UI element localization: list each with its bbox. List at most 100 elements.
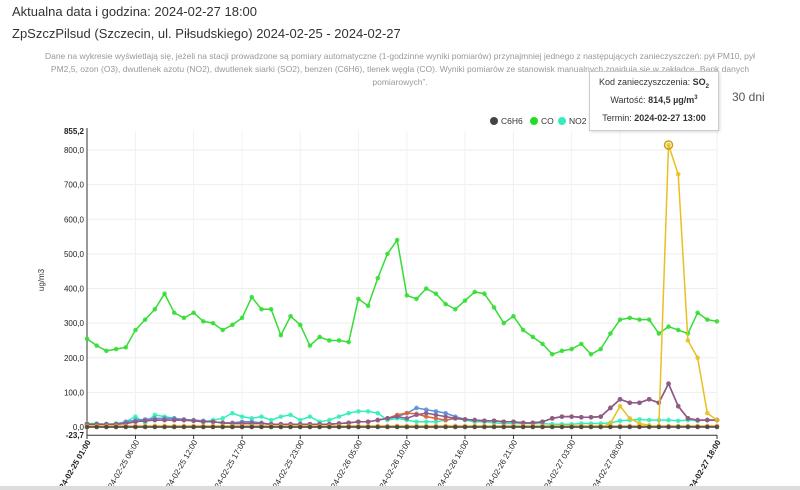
data-point[interactable]	[249, 416, 255, 421]
data-point[interactable]	[113, 346, 119, 352]
data-point[interactable]	[540, 341, 545, 347]
data-point[interactable]	[598, 346, 603, 352]
data-point[interactable]	[181, 315, 187, 321]
data-point[interactable]	[627, 416, 633, 421]
data-point[interactable]	[453, 424, 458, 430]
data-point[interactable]	[152, 417, 158, 423]
data-point[interactable]	[608, 331, 613, 336]
data-point[interactable]	[201, 319, 206, 324]
data-point[interactable]	[365, 303, 371, 309]
data-point[interactable]	[579, 341, 584, 347]
data-point[interactable]	[695, 355, 700, 361]
data-point[interactable]	[278, 424, 284, 430]
data-point[interactable]	[675, 171, 681, 177]
data-point[interactable]	[705, 317, 710, 322]
data-point[interactable]	[210, 419, 216, 425]
data-point[interactable]	[482, 424, 487, 430]
data-point[interactable]	[268, 424, 274, 430]
data-point[interactable]	[472, 289, 477, 295]
data-point[interactable]	[511, 419, 516, 425]
data-point[interactable]	[705, 424, 710, 430]
data-point[interactable]	[666, 381, 671, 387]
data-point[interactable]	[123, 345, 129, 350]
data-point[interactable]	[433, 419, 439, 425]
data-point[interactable]	[462, 298, 468, 303]
data-point[interactable]	[385, 251, 390, 257]
data-point[interactable]	[220, 416, 225, 421]
data-point[interactable]	[404, 424, 410, 430]
data-point[interactable]	[637, 421, 642, 426]
data-point[interactable]	[346, 410, 351, 416]
data-point[interactable]	[375, 424, 381, 430]
data-point[interactable]	[249, 294, 255, 300]
data-point[interactable]	[356, 409, 361, 414]
data-point[interactable]	[501, 424, 507, 430]
data-point[interactable]	[394, 237, 400, 243]
data-point[interactable]	[540, 424, 545, 430]
data-point[interactable]	[608, 405, 613, 411]
data-point[interactable]	[365, 424, 371, 430]
data-point[interactable]	[307, 424, 313, 430]
data-point[interactable]	[239, 315, 245, 321]
data-point[interactable]	[705, 410, 710, 416]
data-point[interactable]	[520, 424, 526, 430]
data-point[interactable]	[423, 286, 429, 291]
legend-item[interactable]: NO2	[569, 116, 587, 126]
data-point[interactable]	[617, 317, 623, 322]
data-point[interactable]	[394, 414, 400, 419]
data-point[interactable]	[588, 351, 594, 357]
data-point[interactable]	[123, 424, 129, 430]
data-point[interactable]	[171, 310, 177, 316]
data-point[interactable]	[210, 320, 216, 326]
data-point[interactable]	[142, 418, 148, 424]
data-point[interactable]	[278, 332, 284, 338]
data-point[interactable]	[501, 419, 507, 425]
data-point[interactable]	[288, 313, 293, 319]
data-point[interactable]	[685, 416, 691, 421]
data-point[interactable]	[181, 424, 187, 430]
data-point[interactable]	[230, 424, 235, 430]
data-point[interactable]	[414, 405, 419, 411]
data-point[interactable]	[317, 424, 322, 430]
data-point[interactable]	[608, 424, 613, 430]
data-point[interactable]	[142, 317, 148, 322]
data-point[interactable]	[220, 327, 225, 333]
data-point[interactable]	[162, 291, 167, 296]
data-point[interactable]	[423, 424, 429, 430]
data-point[interactable]	[356, 419, 361, 425]
data-point[interactable]	[336, 414, 342, 419]
data-point[interactable]	[646, 317, 652, 322]
data-point[interactable]	[646, 397, 652, 402]
data-point[interactable]	[637, 424, 642, 430]
data-point[interactable]	[259, 414, 264, 419]
data-point[interactable]	[627, 315, 633, 321]
data-point[interactable]	[104, 424, 109, 430]
data-point[interactable]	[559, 348, 565, 354]
data-point[interactable]	[705, 417, 710, 423]
data-point[interactable]	[356, 296, 361, 302]
data-point[interactable]	[675, 418, 681, 424]
data-point[interactable]	[627, 400, 633, 406]
data-point[interactable]	[617, 397, 623, 402]
data-point[interactable]	[220, 424, 225, 430]
data-point[interactable]	[588, 424, 594, 430]
data-point[interactable]	[569, 414, 574, 419]
data-point[interactable]	[404, 410, 410, 416]
data-point[interactable]	[472, 417, 477, 423]
data-point[interactable]	[433, 416, 439, 421]
data-point[interactable]	[181, 417, 187, 423]
data-point[interactable]	[598, 424, 603, 430]
data-point[interactable]	[569, 346, 574, 352]
data-point[interactable]	[230, 322, 235, 328]
data-point[interactable]	[433, 291, 439, 296]
data-point[interactable]	[297, 417, 303, 423]
data-point[interactable]	[152, 412, 158, 418]
data-point[interactable]	[462, 417, 468, 422]
data-point[interactable]	[230, 410, 235, 416]
data-point[interactable]	[540, 419, 545, 425]
data-point[interactable]	[104, 348, 109, 354]
data-point[interactable]	[579, 415, 584, 420]
data-point[interactable]	[365, 419, 371, 425]
data-point[interactable]	[530, 334, 536, 340]
data-point[interactable]	[443, 414, 448, 419]
